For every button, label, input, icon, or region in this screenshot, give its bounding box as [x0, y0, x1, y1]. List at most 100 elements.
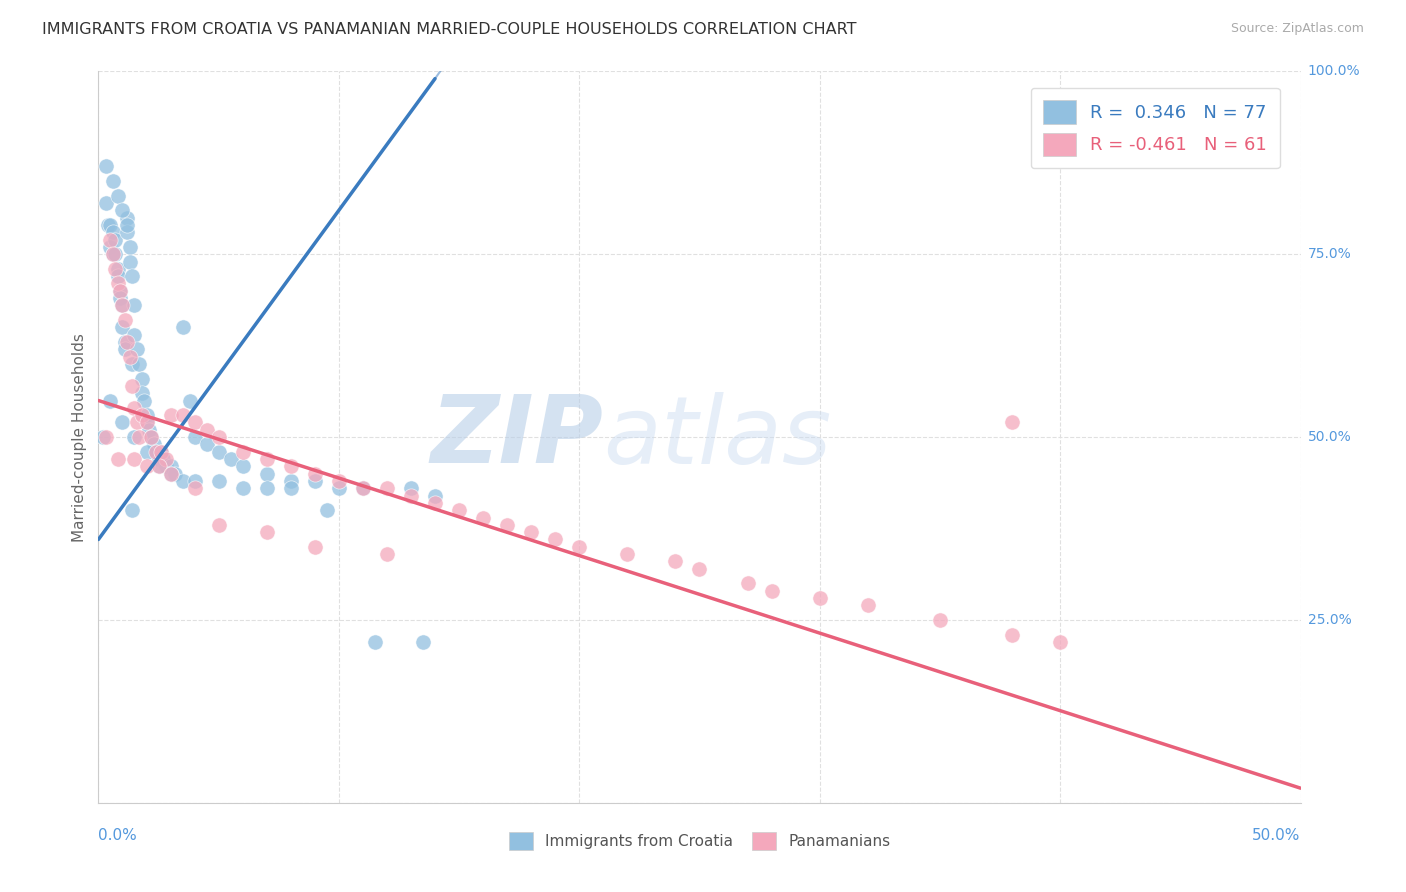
Point: [104, 233, 127, 247]
Point: [117, 211, 139, 225]
Point: [304, 467, 326, 481]
Point: [304, 540, 326, 554]
Point: [101, 225, 124, 239]
Point: [352, 481, 374, 495]
Point: [135, 444, 157, 458]
Point: [328, 481, 350, 495]
Point: [423, 489, 446, 503]
Point: [128, 357, 150, 371]
Point: [256, 452, 278, 467]
Text: 75.0%: 75.0%: [1308, 247, 1351, 261]
Point: [114, 313, 136, 327]
Point: [135, 416, 157, 430]
Text: IMMIGRANTS FROM CROATIA VS PANAMANIAN MARRIED-COUPLE HOUSEHOLDS CORRELATION CHAR: IMMIGRANTS FROM CROATIA VS PANAMANIAN MA…: [42, 22, 856, 37]
Point: [94, 430, 117, 444]
Point: [124, 327, 146, 342]
Point: [1049, 635, 1071, 649]
Point: [208, 474, 231, 488]
Point: [280, 459, 302, 474]
Point: [141, 430, 163, 444]
Point: [125, 343, 148, 357]
Text: 50.0%: 50.0%: [1253, 828, 1301, 843]
Point: [149, 444, 172, 458]
Point: [256, 525, 278, 540]
Point: [135, 459, 157, 474]
Text: 25.0%: 25.0%: [1308, 613, 1351, 627]
Point: [328, 474, 350, 488]
Point: [399, 489, 422, 503]
Point: [159, 459, 181, 474]
Point: [132, 393, 155, 408]
Point: [94, 160, 117, 174]
Point: [352, 481, 374, 495]
Point: [315, 503, 337, 517]
Point: [111, 298, 134, 312]
Point: [172, 320, 194, 334]
Point: [616, 547, 638, 561]
Point: [101, 247, 124, 261]
Text: Source: ZipAtlas.com: Source: ZipAtlas.com: [1230, 22, 1364, 36]
Point: [131, 408, 153, 422]
Point: [145, 444, 167, 458]
Point: [124, 401, 146, 415]
Point: [447, 503, 470, 517]
Point: [100, 218, 122, 232]
Point: [280, 474, 302, 488]
Point: [121, 503, 143, 517]
Point: [111, 203, 134, 218]
Point: [108, 284, 131, 298]
Point: [111, 320, 134, 334]
Point: [159, 467, 181, 481]
Point: [232, 459, 254, 474]
Point: [472, 510, 495, 524]
Point: [183, 430, 205, 444]
Point: [118, 350, 141, 364]
Point: [375, 481, 398, 495]
Point: [128, 430, 150, 444]
Point: [165, 467, 187, 481]
Point: [111, 416, 134, 430]
Point: [412, 635, 434, 649]
Point: [761, 583, 783, 598]
Point: [108, 291, 131, 305]
Point: [179, 393, 201, 408]
Point: [117, 218, 139, 232]
Point: [159, 408, 181, 422]
Point: [117, 225, 139, 239]
Point: [100, 233, 122, 247]
Point: [100, 393, 122, 408]
Point: [101, 174, 124, 188]
Point: [142, 437, 165, 451]
Point: [135, 416, 157, 430]
Point: [208, 444, 231, 458]
Point: [928, 613, 950, 627]
Point: [148, 459, 170, 474]
Point: [100, 240, 122, 254]
Point: [135, 408, 157, 422]
Point: [856, 599, 879, 613]
Point: [172, 474, 194, 488]
Point: [375, 547, 398, 561]
Point: [141, 430, 163, 444]
Point: [423, 496, 446, 510]
Point: [256, 481, 278, 495]
Point: [808, 591, 831, 605]
Point: [124, 298, 146, 312]
Point: [148, 459, 170, 474]
Point: [159, 467, 181, 481]
Point: [104, 247, 127, 261]
Point: [149, 444, 172, 458]
Point: [124, 452, 146, 467]
Text: 100.0%: 100.0%: [1308, 64, 1360, 78]
Point: [125, 416, 148, 430]
Point: [688, 562, 710, 576]
Point: [114, 334, 136, 349]
Point: [121, 379, 143, 393]
Point: [138, 423, 160, 437]
Point: [131, 371, 153, 385]
Point: [124, 430, 146, 444]
Point: [183, 416, 205, 430]
Point: [1001, 627, 1024, 641]
Point: [111, 298, 134, 312]
Text: atlas: atlas: [603, 392, 831, 483]
